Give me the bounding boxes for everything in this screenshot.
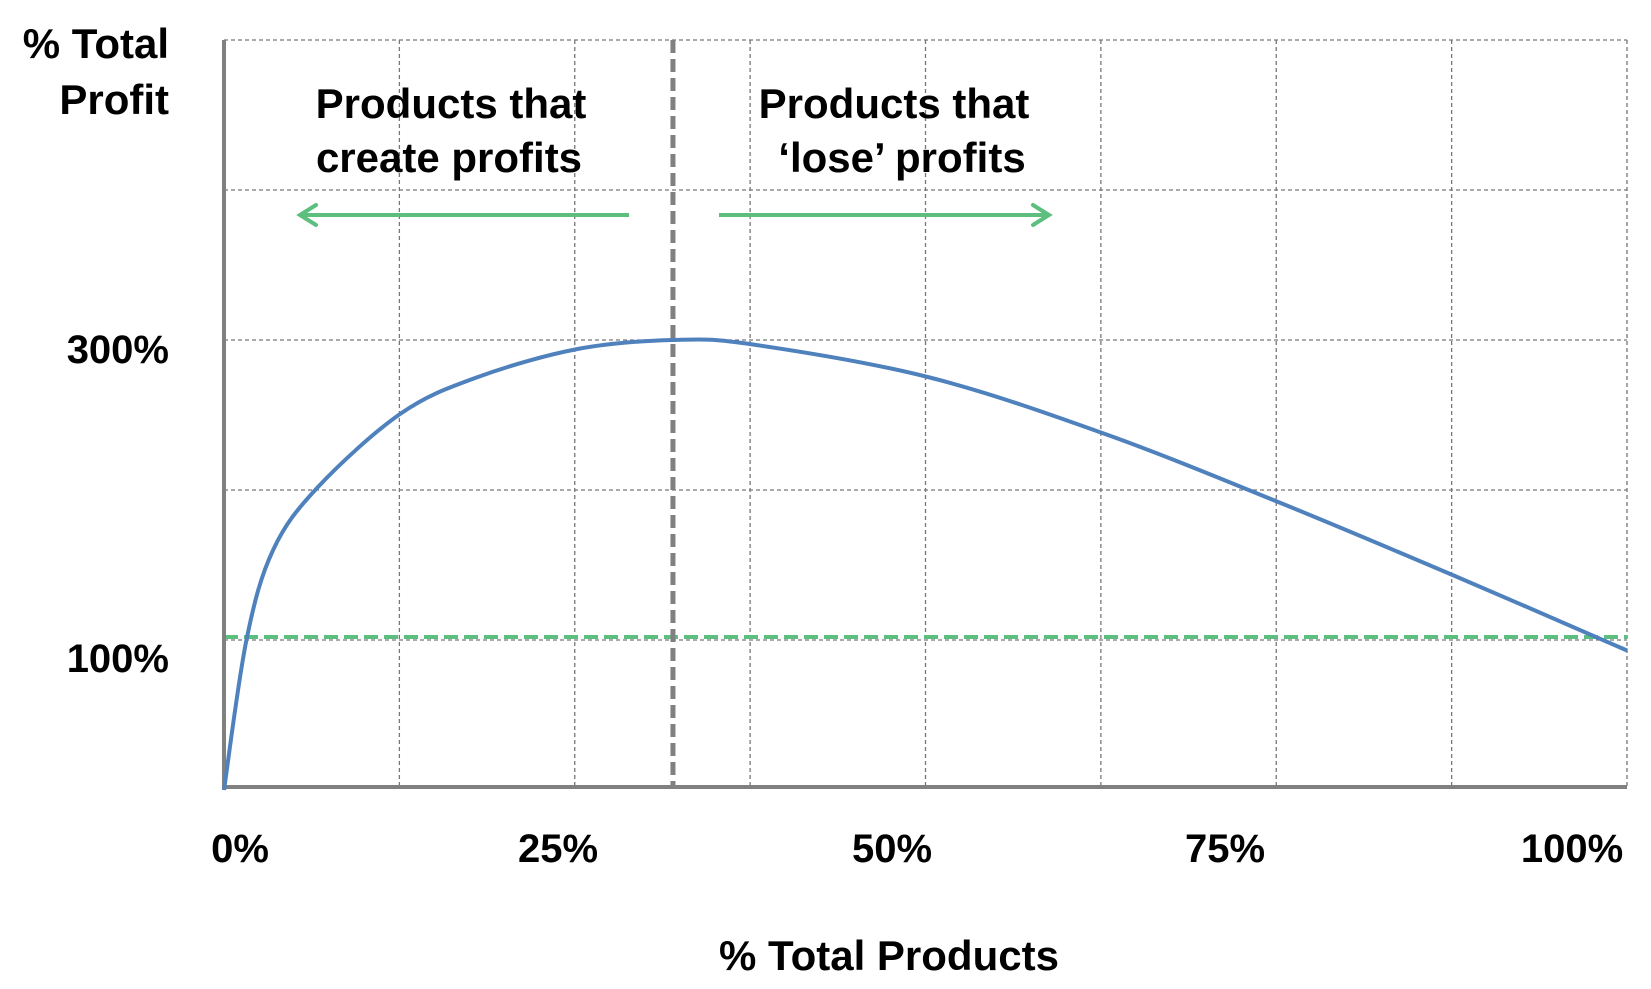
tick-labels: 0% 25% 50% 75% 100% 300% 100%	[67, 328, 1623, 871]
annotation-right-line-2: ‘lose’ profits	[778, 134, 1025, 181]
x-tick-label: 0%	[211, 827, 269, 871]
y-axis-title-line-1: % Total	[23, 20, 169, 67]
series-line	[222, 337, 1628, 791]
y-tick-label: 100%	[67, 637, 169, 681]
x-tick-label: 50%	[852, 827, 932, 871]
annotation-right-line-1: Products that	[759, 80, 1030, 127]
annotation-left-line-1: Products that	[316, 80, 587, 127]
y-axis-title-line-2: Profit	[59, 76, 169, 123]
x-tick-label: 75%	[1185, 827, 1265, 871]
y-tick-label: 300%	[67, 328, 169, 372]
arrow-left-icon	[296, 203, 629, 227]
x-axis-title: % Total Products	[719, 932, 1059, 979]
grid	[223, 39, 1628, 787]
x-tick-label: 100%	[1521, 827, 1623, 871]
annotation-left-line-2: create profits	[316, 134, 582, 181]
x-tick-label: 25%	[518, 827, 598, 871]
arrow-right-icon	[719, 203, 1053, 227]
